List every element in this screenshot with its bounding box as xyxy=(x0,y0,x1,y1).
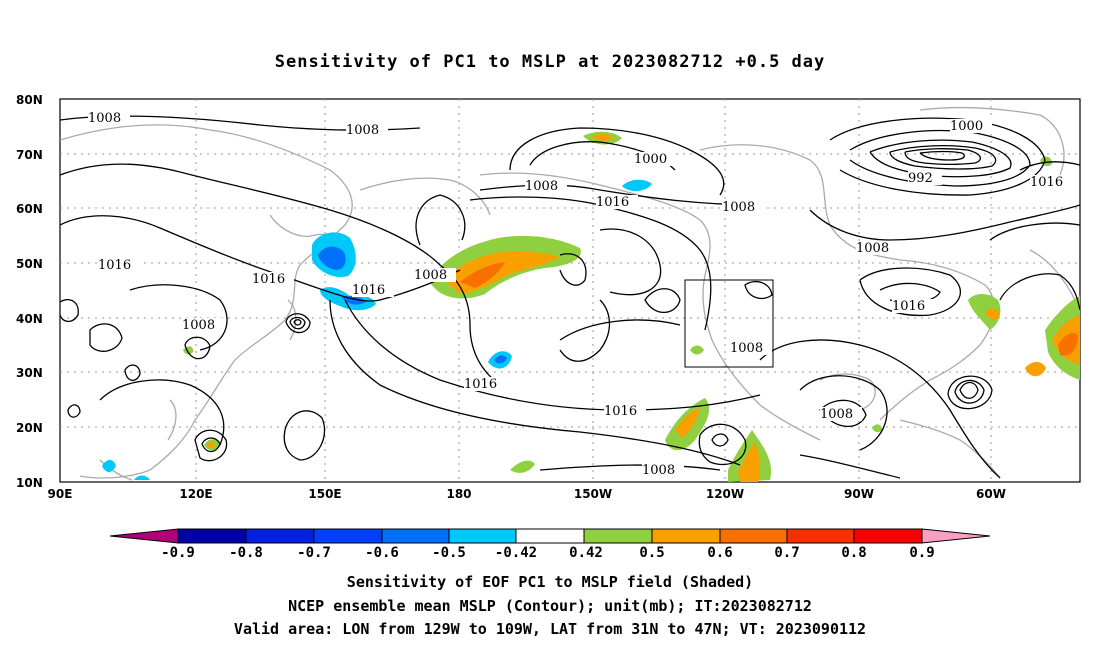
lat-label: 50N xyxy=(16,257,43,271)
colorbar-tick: 0.42 xyxy=(569,545,603,561)
shaded-sensitivity xyxy=(102,131,1080,482)
contour-label: 1008 xyxy=(88,111,121,126)
lat-label: 70N xyxy=(16,148,43,162)
contour-label: 1016 xyxy=(464,377,497,392)
contour-label: 1008 xyxy=(346,123,379,138)
mslp-contours xyxy=(60,115,1080,479)
contour-label: 1008 xyxy=(820,407,853,422)
graticule xyxy=(60,99,1080,482)
contour-label: 1016 xyxy=(604,404,637,419)
colorbar-segment xyxy=(381,528,450,544)
colorbar-ticks: -0.9 -0.8 -0.7 -0.6 -0.5 -0.42 0.42 0.5 … xyxy=(161,545,935,561)
contour-label: 1008 xyxy=(525,179,558,194)
colorbar-tick: -0.7 xyxy=(297,545,331,561)
lat-label: 60N xyxy=(16,202,43,216)
lat-label: 30N xyxy=(16,366,43,380)
lon-label: 150E xyxy=(308,487,341,501)
coastlines xyxy=(60,106,1076,481)
longitude-labels: 90E 120E 150E 180 150W 120W 90W 60W xyxy=(48,487,1006,501)
colorbar-segment xyxy=(177,528,247,544)
colorbar-tick: -0.5 xyxy=(432,545,466,561)
colorbar-tick: -0.9 xyxy=(161,545,195,561)
lon-label: 120E xyxy=(179,487,212,501)
contour-label: 1008 xyxy=(730,341,763,356)
caption-line-1: Sensitivity of EOF PC1 to MSLP field (Sh… xyxy=(346,573,754,591)
colorbar-tick: 0.6 xyxy=(707,545,732,561)
colorbar-tick: -0.8 xyxy=(229,545,263,561)
colorbar-segment xyxy=(651,528,721,544)
contour-label: 1016 xyxy=(596,195,629,210)
colorbar-tick: -0.42 xyxy=(495,545,537,561)
lat-label: 40N xyxy=(16,312,43,326)
lon-label: 60W xyxy=(976,487,1006,501)
colorbar-arrow-right xyxy=(921,528,991,544)
colorbar-tick: 0.8 xyxy=(841,545,866,561)
lon-label: 90W xyxy=(844,487,874,501)
colorbar-segment xyxy=(515,528,585,544)
contour-label: 1008 xyxy=(722,200,755,215)
contour-label: 1016 xyxy=(252,272,285,287)
colorbar-segment xyxy=(583,528,653,544)
contour-label: 1000 xyxy=(634,152,667,167)
plot-frame xyxy=(59,98,1081,483)
colorbar-tick: -0.6 xyxy=(365,545,399,561)
colorbar-segment xyxy=(786,528,855,544)
contour-label: 1016 xyxy=(1030,175,1063,190)
colorbar-segment xyxy=(853,528,923,544)
colorbar-tick: 0.9 xyxy=(909,545,934,561)
lat-label: 80N xyxy=(16,93,43,107)
lon-label: 90E xyxy=(48,487,73,501)
colorbar-segment xyxy=(719,528,788,544)
colorbar-segment xyxy=(313,528,383,544)
lon-label: 180 xyxy=(446,487,471,501)
valid-area-box xyxy=(684,279,774,368)
chart-title: Sensitivity of PC1 to MSLP at 2023082712… xyxy=(274,52,826,72)
contour-label-group: 1008 1008 1000 1000 992 1016 1008 1016 1… xyxy=(88,111,1072,478)
colorbar xyxy=(109,528,991,544)
lat-label: 10N xyxy=(16,476,43,490)
latitude-labels: 80N 70N 60N 50N 40N 30N 20N 10N xyxy=(16,93,43,490)
lat-label: 20N xyxy=(16,421,43,435)
contour-label: 1008 xyxy=(642,463,675,478)
contour-label: 1008 xyxy=(414,268,447,283)
lon-label: 150W xyxy=(574,487,612,501)
caption-line-3: Valid area: LON from 129W to 109W, LAT f… xyxy=(233,620,867,638)
contour-label: 992 xyxy=(908,171,933,186)
contour-label: 1008 xyxy=(182,318,215,333)
contour-label: 1016 xyxy=(98,258,131,273)
contour-label: 1016 xyxy=(352,283,385,298)
contour-label: 1008 xyxy=(856,241,889,256)
colorbar-arrow-left xyxy=(109,528,179,544)
lon-label: 120W xyxy=(706,487,744,501)
colorbar-tick: 0.7 xyxy=(774,545,799,561)
contour-label: 1000 xyxy=(950,119,983,134)
colorbar-segment xyxy=(245,528,315,544)
colorbar-segment xyxy=(448,528,517,544)
contour-label: 1016 xyxy=(892,299,925,314)
colorbar-tick: 0.5 xyxy=(639,545,664,561)
caption-line-2: NCEP ensemble mean MSLP (Contour); unit(… xyxy=(288,597,812,615)
